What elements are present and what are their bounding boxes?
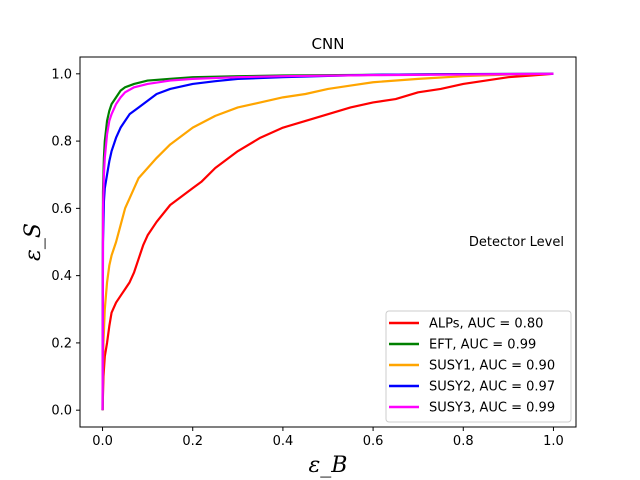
legend-label-1: EFT, AUC = 0.99 [429, 338, 536, 353]
plot-area: 0.0 0.2 0.4 0.6 0.8 1.0 0.0 0.2 0.4 0.6 0.8 1.0 [51, 56, 577, 449]
detector-level-annotation: Detector Level [469, 235, 564, 250]
x-tick-label-5: 1.0 [543, 434, 564, 449]
legend: ALPs, AUC = 0.80 EFT, AUC = 0.99 SUSY1, AU… [385, 310, 572, 423]
x-axis-label: ε_B [309, 453, 348, 478]
series-line-4 [101, 72, 554, 411]
y-tick-label-5: 1.0 [51, 67, 72, 82]
y-tick-label-4: 0.8 [51, 135, 72, 150]
legend-box [385, 310, 572, 423]
y-tick-label-3: 0.6 [51, 202, 72, 217]
x-tick-label-0: 0.0 [92, 434, 113, 449]
x-tick-label-4: 0.8 [453, 434, 474, 449]
y-tick-label-1: 0.2 [51, 336, 72, 351]
axes-frame [79, 56, 577, 428]
y-tick-label-2: 0.4 [51, 269, 72, 284]
legend-label-3: SUSY2, AUC = 0.97 [429, 380, 555, 395]
x-tick-label-1: 0.2 [182, 434, 203, 449]
y-tick-label-0: 0.0 [51, 404, 72, 419]
legend-label-4: SUSY3, AUC = 0.99 [429, 401, 555, 416]
y-axis-label: ε_S [21, 223, 46, 261]
x-tick-label-2: 0.4 [273, 434, 294, 449]
x-tick-label-3: 0.6 [363, 434, 384, 449]
series-line-2 [101, 72, 554, 411]
chart-title: CNN [312, 35, 345, 53]
series-line-0 [101, 72, 554, 411]
legend-label-0: ALPs, AUC = 0.80 [429, 317, 543, 332]
legend-label-2: SUSY1, AUC = 0.90 [429, 359, 555, 374]
